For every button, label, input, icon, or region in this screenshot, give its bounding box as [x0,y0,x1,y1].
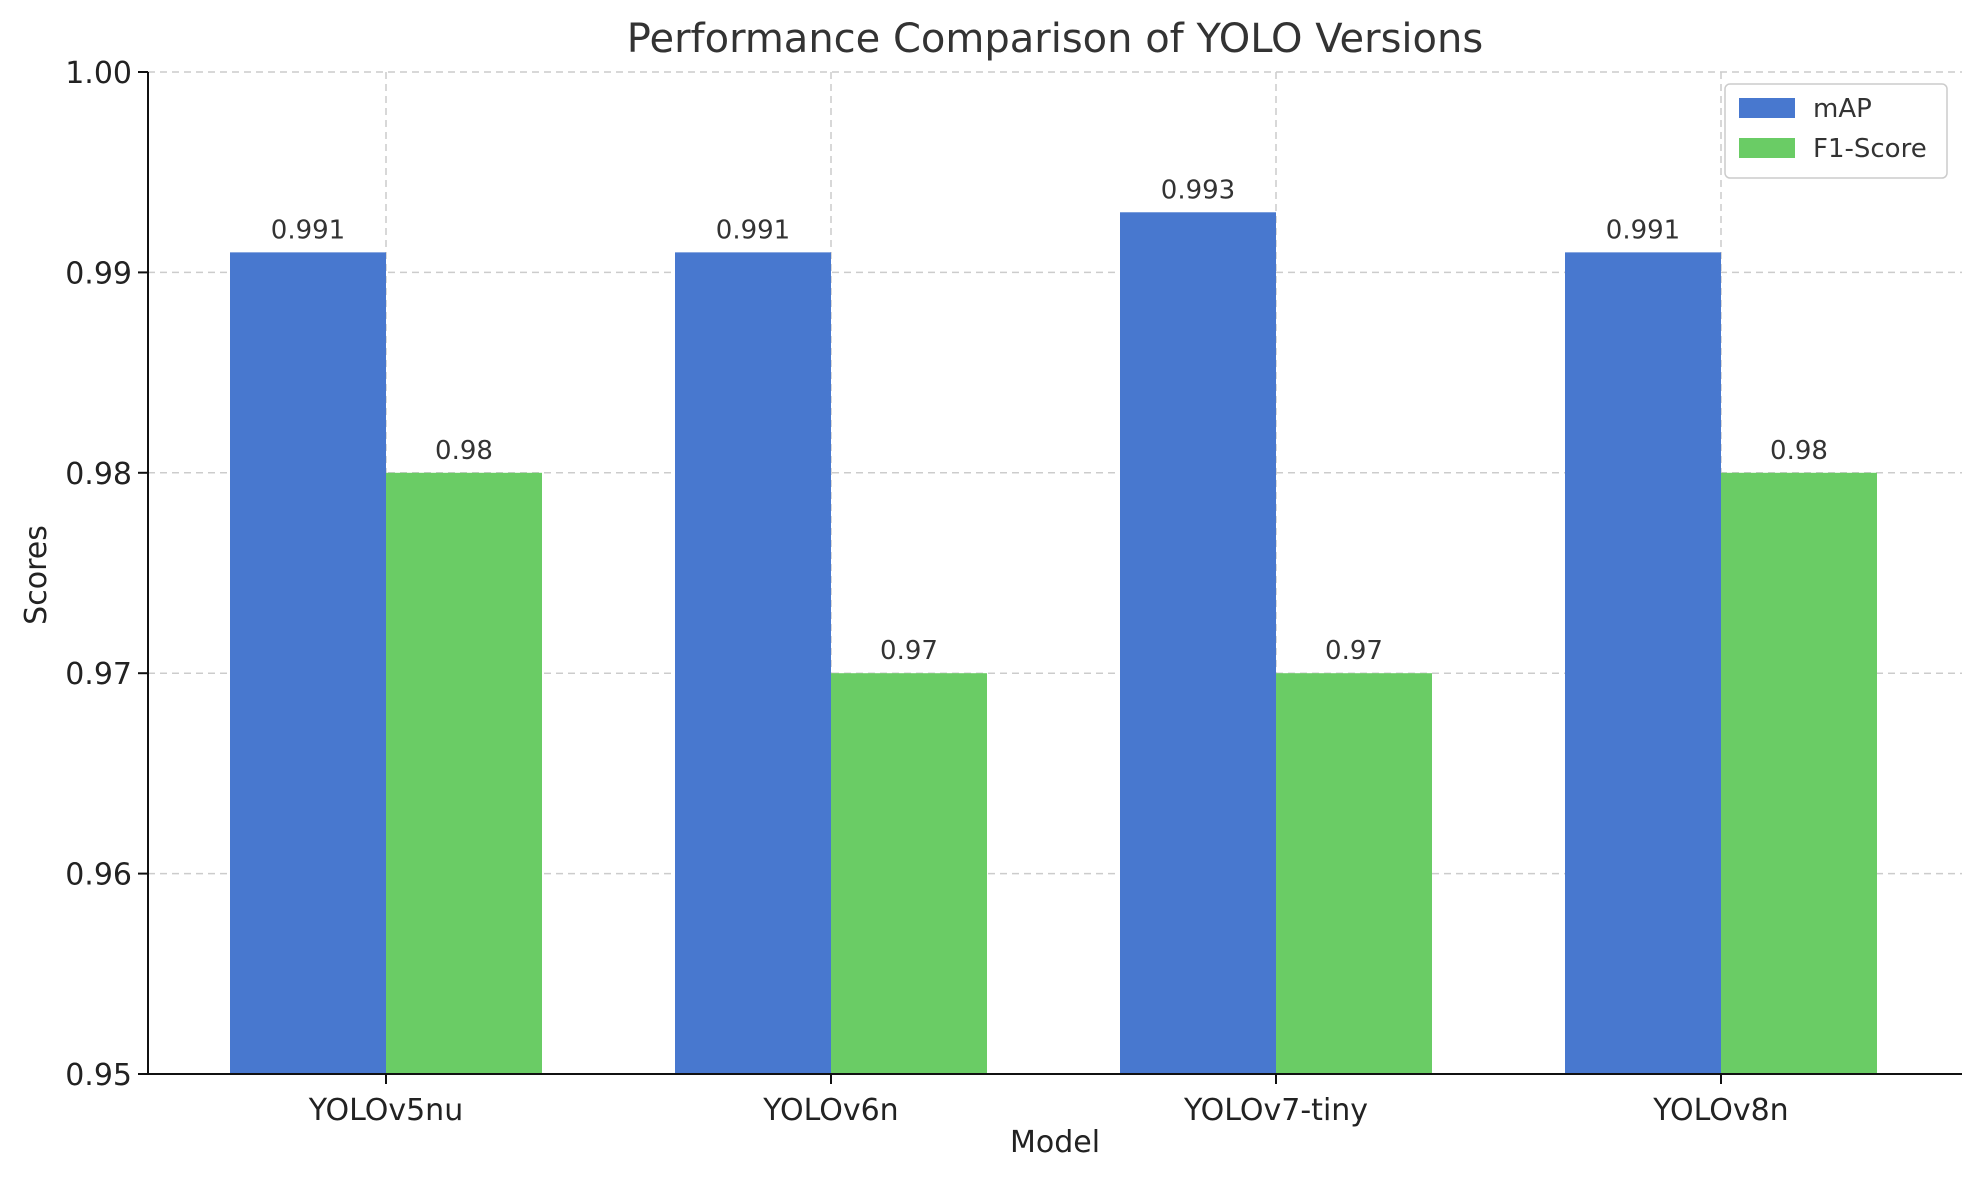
legend-label-f1-score: F1-Score [1813,134,1927,164]
f1-score-data-label: 0.97 [1325,636,1383,666]
axes: 0.95 0.96 0.97 0.98 0.99 1.00 YOLOv5nu YOLOv6n Y… [65,56,1962,1128]
f1-score-data-label: 0.98 [1770,436,1828,466]
f1-score-data-label: 0.97 [880,636,938,666]
map-data-label: 0.991 [716,215,790,245]
f1-score-data-label: 0.98 [435,436,493,466]
f1-score-bar [386,472,542,1074]
y-tick-label: 0.97 [65,657,132,692]
y-tick-label: 0.96 [65,858,132,893]
y-tick-label: 1.00 [65,56,132,91]
map-data-label: 0.991 [271,215,345,245]
map-data-label: 0.993 [1161,175,1235,205]
y-axis-label: Scores [19,525,54,625]
x-tick-label: YOLOv6n [762,1093,898,1128]
legend-swatch-map [1739,98,1795,118]
x-axis-label: Model [1010,1125,1100,1160]
data-labels: 0.991 0.991 0.993 0.991 0.98 0.97 0.97 0.98 [271,175,1828,666]
map-data-label: 0.991 [1606,215,1680,245]
bars [230,212,1877,1075]
y-tick-label: 0.99 [65,256,132,291]
y-tick-label: 0.98 [65,457,132,492]
x-tick-label: YOLOv7-tiny [1183,1093,1368,1128]
f1-score-bar [1276,673,1432,1074]
map-bar [1120,212,1276,1074]
y-tick-label: 0.95 [65,1058,132,1093]
legend: mAP F1-Score [1724,83,1948,179]
map-bar [230,252,386,1075]
map-bar [1565,252,1721,1075]
x-tick-label: YOLOv5nu [308,1093,463,1128]
chart-title: Performance Comparison of YOLO Versions [627,16,1483,62]
legend-swatch-f1-score [1739,138,1795,158]
f1-score-bar [1721,472,1877,1074]
f1-score-bar [831,673,987,1074]
legend-label-map: mAP [1813,94,1872,124]
x-tick-label: YOLOv8n [1652,1093,1788,1128]
map-bar [675,252,831,1075]
